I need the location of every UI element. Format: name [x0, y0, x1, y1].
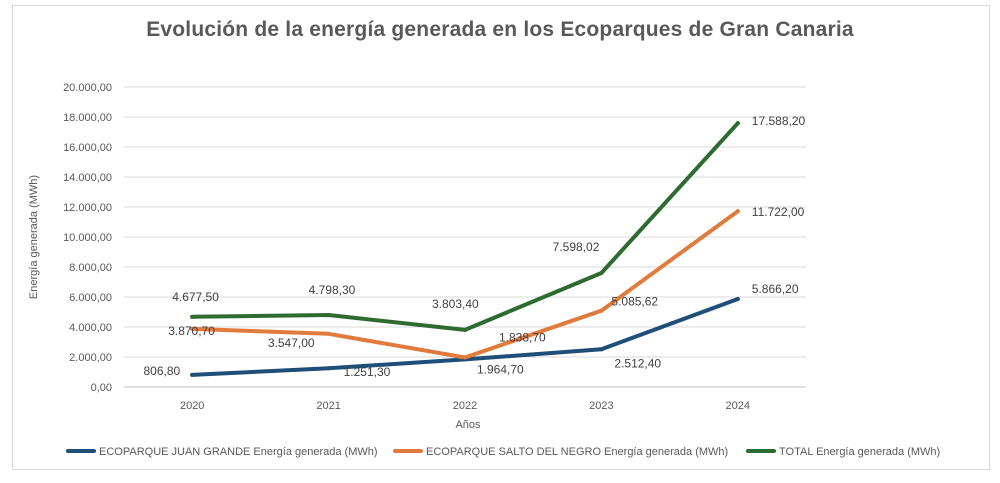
data-label: 3.803,40	[432, 297, 479, 311]
x-axis-title: Años	[455, 419, 481, 431]
data-label: 4.677,50	[172, 290, 219, 304]
y-tick-label: 6.000,00	[69, 292, 112, 304]
y-tick-label: 12.000,00	[63, 202, 112, 214]
data-point	[599, 308, 604, 313]
data-point	[735, 297, 740, 302]
data-point	[326, 331, 331, 336]
data-point	[190, 314, 195, 319]
x-tick-label: 2021	[316, 400, 340, 412]
x-tick-label: 2022	[453, 400, 477, 412]
data-point	[190, 372, 195, 377]
chart-title: Evolución de la energía generada en los …	[146, 18, 854, 41]
data-label: 17.588,20	[752, 114, 806, 128]
x-tick-label: 2020	[180, 400, 204, 412]
data-label: 3.547,00	[268, 336, 315, 350]
data-point	[599, 271, 604, 276]
x-tick-label: 2024	[726, 400, 750, 412]
data-label: 5.085,62	[611, 295, 658, 309]
y-tick-label: 2.000,00	[69, 352, 112, 364]
data-point	[190, 326, 195, 331]
data-label: 1.838,70	[499, 330, 546, 344]
data-label: 3.870,70	[168, 324, 215, 338]
y-tick-label: 8.000,00	[69, 262, 112, 274]
legend-label: ECOPARQUE SALTO DEL NEGRO Energía genera…	[426, 446, 728, 458]
y-tick-label: 18.000,00	[63, 112, 112, 124]
data-label: 2.512,40	[614, 356, 661, 370]
data-point	[599, 347, 604, 352]
data-label: 7.598,02	[553, 240, 600, 254]
data-label: 1.251,30	[344, 365, 391, 379]
data-label: 11.722,00	[752, 205, 805, 219]
y-tick-label: 20.000,00	[63, 82, 112, 94]
y-tick-label: 10.000,00	[63, 232, 112, 244]
legend-label: ECOPARQUE JUAN GRANDE Energía generada (…	[99, 446, 378, 458]
data-point	[463, 327, 467, 332]
data-point	[735, 209, 740, 214]
data-point	[326, 366, 331, 371]
x-tick-label: 2023	[589, 400, 613, 412]
data-label: 4.798,30	[309, 283, 356, 297]
data-label: 5.866,20	[752, 282, 799, 296]
y-tick-label: 16.000,00	[63, 142, 112, 154]
y-tick-label: 0,00	[91, 382, 112, 394]
data-label: 806,80	[143, 364, 180, 378]
data-point	[326, 313, 331, 318]
y-axis-title: Energía generada (MWh)	[28, 175, 40, 299]
y-tick-label: 4.000,00	[69, 322, 112, 334]
data-point	[735, 121, 740, 126]
y-tick-label: 14.000,00	[63, 172, 112, 184]
data-label: 1.964,70	[477, 363, 524, 377]
legend-label: TOTAL Energía generada (MWh)	[779, 446, 940, 458]
data-point	[463, 355, 467, 360]
